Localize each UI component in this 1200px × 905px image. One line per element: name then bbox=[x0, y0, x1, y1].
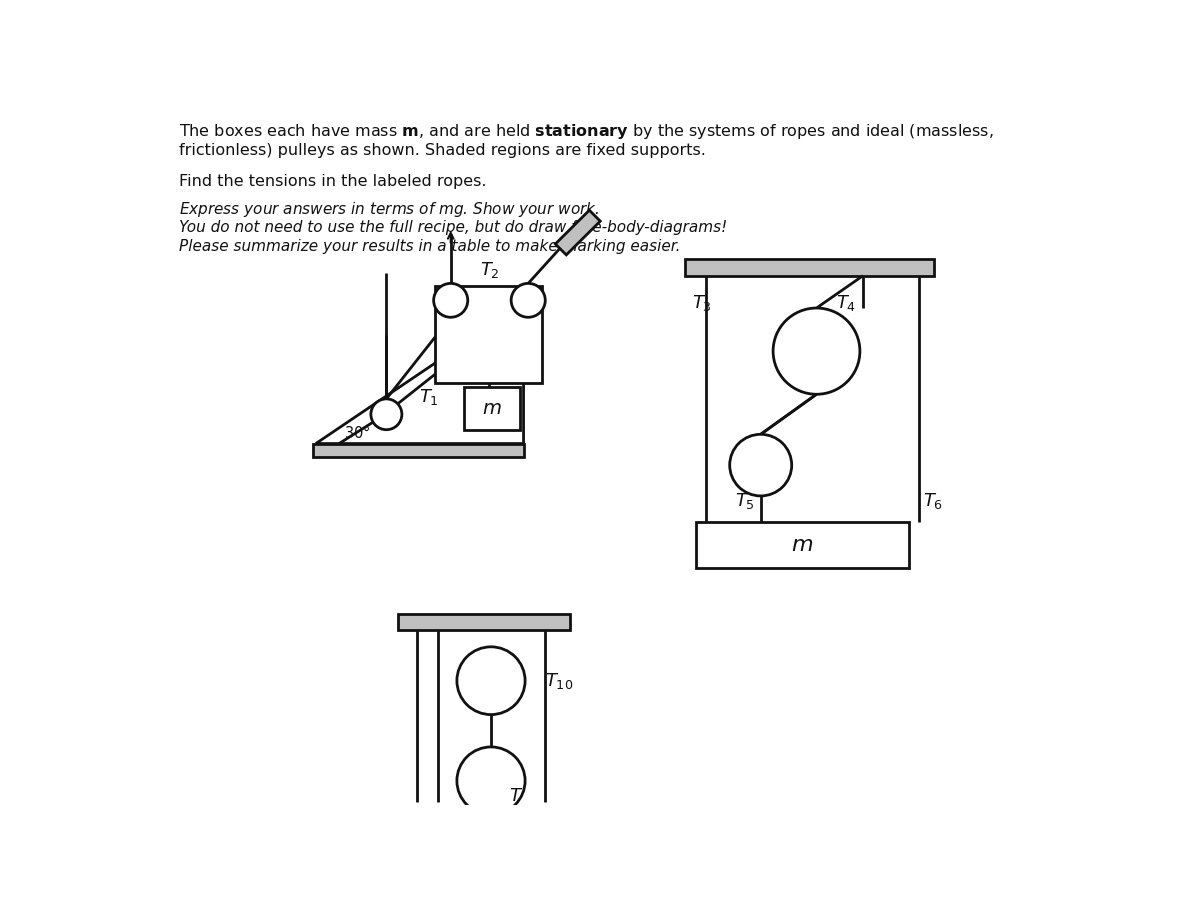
Bar bbox=[436, 287, 542, 384]
Polygon shape bbox=[556, 210, 600, 255]
Bar bbox=[685, 259, 935, 276]
Bar bbox=[398, 614, 570, 630]
Bar bbox=[464, 386, 520, 430]
Text: $T$: $T$ bbox=[509, 787, 523, 805]
Bar bbox=[696, 522, 908, 568]
Bar bbox=[313, 443, 523, 457]
Text: $T_2$: $T_2$ bbox=[480, 261, 499, 281]
Bar bbox=[313, 443, 523, 457]
Text: $T_{10}$: $T_{10}$ bbox=[545, 671, 574, 691]
Bar bbox=[685, 259, 935, 276]
Circle shape bbox=[457, 647, 526, 715]
Circle shape bbox=[730, 434, 792, 496]
Text: $30°$: $30°$ bbox=[344, 424, 371, 441]
Circle shape bbox=[371, 399, 402, 430]
Text: $m$: $m$ bbox=[791, 535, 814, 555]
Circle shape bbox=[773, 308, 860, 395]
Text: $T_4$: $T_4$ bbox=[836, 293, 856, 313]
Circle shape bbox=[457, 747, 526, 814]
Text: $T_3$: $T_3$ bbox=[692, 293, 712, 313]
Text: $m$: $m$ bbox=[482, 398, 502, 417]
Bar bbox=[398, 614, 570, 630]
Text: Express your answers in terms of $\mathit{mg}$. Show your work.: Express your answers in terms of $\mathi… bbox=[180, 200, 600, 219]
Circle shape bbox=[433, 283, 468, 318]
Text: You do not need to use the full recipe, but do draw free-body-diagrams!: You do not need to use the full recipe, … bbox=[180, 221, 727, 235]
Text: $T_1$: $T_1$ bbox=[419, 387, 439, 407]
Text: frictionless) pulleys as shown. Shaded regions are fixed supports.: frictionless) pulleys as shown. Shaded r… bbox=[180, 144, 707, 158]
Text: The boxes each have mass $\mathbf{m}$, and are held $\mathbf{stationary}$ by the: The boxes each have mass $\mathbf{m}$, a… bbox=[180, 122, 994, 141]
Text: Please summarize your results in a table to make marking easier.: Please summarize your results in a table… bbox=[180, 239, 680, 254]
Text: $T_5$: $T_5$ bbox=[736, 491, 755, 511]
Text: Find the tensions in the labeled ropes.: Find the tensions in the labeled ropes. bbox=[180, 175, 487, 189]
Circle shape bbox=[511, 283, 545, 318]
Text: $T_6$: $T_6$ bbox=[923, 491, 943, 511]
